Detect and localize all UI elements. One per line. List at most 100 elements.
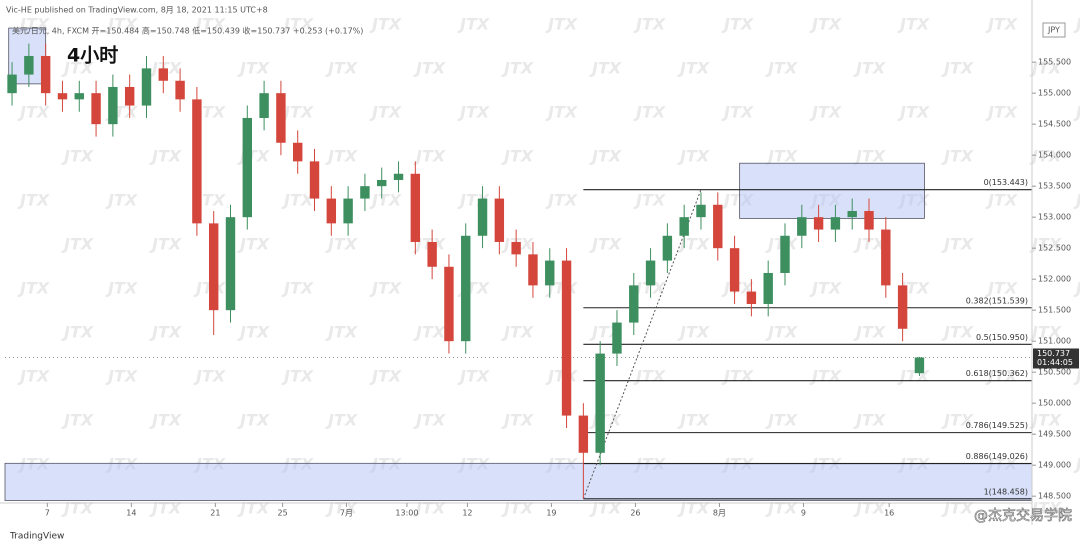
watermark: JTX (545, 15, 578, 34)
watermark: JTX (765, 411, 798, 430)
candle-body (276, 93, 286, 143)
y-tick-label: 148.500 (1038, 492, 1071, 501)
candle-body (309, 161, 320, 199)
candle-body (729, 248, 740, 292)
watermark: JTX (677, 411, 710, 430)
x-tick-label: 19 (546, 509, 556, 518)
watermark: JTX (941, 59, 974, 78)
watermark: JTX (281, 191, 314, 210)
watermark: JTX (941, 411, 974, 430)
watermark: JTX (369, 15, 402, 34)
watermark: JTX (501, 499, 534, 518)
y-tick-label: 149.000 (1038, 461, 1071, 470)
currency: JPY (1047, 26, 1060, 35)
watermark: JTX (677, 323, 710, 342)
x-tick-label: 26 (630, 509, 640, 518)
fib-label: 1(148.458) (984, 487, 1028, 496)
candle-body (427, 241, 437, 267)
watermark: JTX (17, 367, 50, 386)
watermark: JTX (765, 323, 798, 342)
candle-body (477, 198, 488, 236)
watermark: JTX (501, 147, 534, 166)
watermark: JTX (985, 15, 1018, 34)
fib-label: 0.786(149.525) (966, 421, 1028, 430)
candle-body (7, 74, 17, 94)
x-tick-label: 14 (126, 509, 136, 518)
y-tick-label: 150.500 (1038, 368, 1071, 377)
watermark: JTX (545, 191, 578, 210)
x-tick-label: 16 (884, 509, 894, 518)
watermark: JTX (281, 279, 314, 298)
candle-body (528, 254, 538, 286)
candle-body (561, 260, 572, 416)
candle-body (208, 223, 219, 311)
fib-label: 0.382(151.539) (966, 296, 1028, 305)
footer-logo: TradingView (9, 532, 64, 542)
candle-body (645, 260, 656, 286)
watermark: JTX (1073, 15, 1080, 34)
candle-body (511, 241, 521, 255)
watermark: JTX (237, 499, 270, 518)
watermark: JTX (985, 279, 1018, 298)
candle-body (410, 173, 421, 242)
watermark: JTX (1029, 147, 1062, 166)
watermark: JTX (589, 411, 622, 430)
watermark: JTX (633, 279, 666, 298)
watermark: JTX (589, 499, 622, 518)
watermark: JTX (61, 411, 94, 430)
candle-body (847, 210, 857, 218)
last-price-label: 150.737 (1037, 349, 1070, 358)
x-tick-label: 21 (210, 509, 220, 518)
x-tick-label: 8月 (713, 509, 726, 518)
y-tick-label: 154.000 (1038, 151, 1071, 160)
y-tick-label: 152.000 (1038, 275, 1071, 284)
x-tick-label: 13:00 (395, 509, 418, 518)
watermark: JTX (17, 279, 50, 298)
watermark: JTX (545, 367, 578, 386)
watermark: JTX (941, 499, 974, 518)
fib-label: 0(153.443) (984, 178, 1028, 187)
y-tick-label: 154.500 (1038, 120, 1071, 129)
header: Vic-HE published on TradingView.com, 8月 … (6, 6, 268, 15)
watermark: JTX (413, 411, 446, 430)
watermark: JTX (765, 147, 798, 166)
watermark: JTX (853, 235, 886, 254)
watermark: JTX (1029, 235, 1062, 254)
watermark: JTX (237, 235, 270, 254)
watermark: JTX (457, 367, 490, 386)
watermark: JTX (325, 147, 358, 166)
watermark: JTX (237, 411, 270, 430)
watermark: JTX (369, 103, 402, 122)
watermark: JTX (457, 15, 490, 34)
watermark: JTX (809, 103, 842, 122)
watermark: JTX (17, 103, 50, 122)
watermark: JTX (501, 59, 534, 78)
candle-body (259, 93, 269, 118)
y-tick-label: 151.000 (1038, 337, 1071, 346)
watermark: JTX (721, 15, 754, 34)
candle-body (914, 357, 925, 374)
watermark: JTX (897, 367, 930, 386)
candle-body (377, 179, 387, 187)
plot: 0(153.443) 0.382(151.539) 0.5(150.950) 0.61… (4, 27, 1033, 501)
x-tick-label: 7月 (340, 509, 353, 518)
watermark: JTX (853, 147, 886, 166)
watermark: JTX (149, 235, 182, 254)
candle-body (578, 415, 589, 453)
watermark: JTX (941, 147, 974, 166)
watermark: JTX (721, 367, 754, 386)
watermark: JTX (149, 499, 182, 518)
watermark: JTX (985, 191, 1018, 210)
watermark: JTX (633, 367, 666, 386)
watermark: JTX (853, 499, 886, 518)
watermark: JTX (677, 147, 710, 166)
watermark: JTX (105, 191, 138, 210)
candle-body (40, 55, 51, 94)
candle-body (74, 93, 84, 100)
watermark: JTX (809, 367, 842, 386)
watermark: JTX (1073, 367, 1080, 386)
candle-body (713, 204, 723, 249)
x-tick-label: 12 (462, 509, 472, 518)
watermark: JTX (193, 367, 226, 386)
candle-body (326, 198, 337, 224)
